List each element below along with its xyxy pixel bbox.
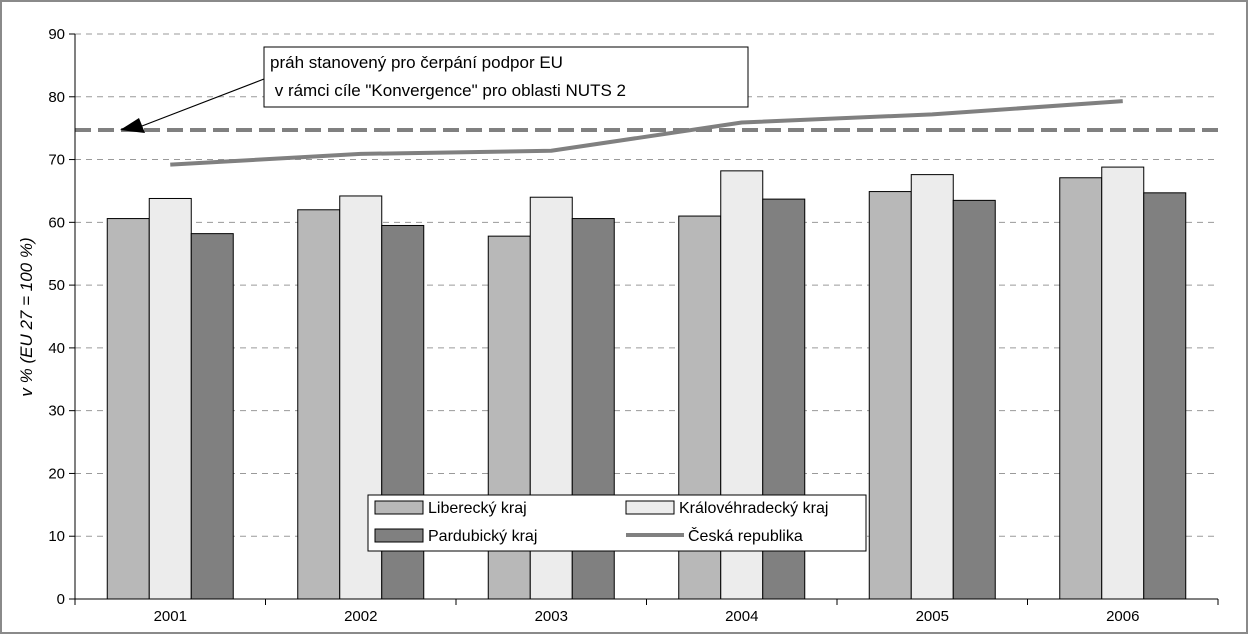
x-tick-label-2001: 2001 xyxy=(154,608,187,625)
grid-layer xyxy=(75,33,1218,537)
annotation-arrow-line xyxy=(141,78,265,127)
y-axis-label: v % (EU 27 = 100 %) xyxy=(17,237,36,396)
bar-liberecký-kraj-2002 xyxy=(297,209,341,600)
y-tick-label-50: 50 xyxy=(48,277,65,294)
x-tick-label-2004: 2004 xyxy=(725,608,758,625)
axes-layer: 0 10 20 30 40 50 60 70 80 90 2001 2002 2003 2004 2005 2… xyxy=(48,26,1219,625)
bar-pardubický-kraj-2001 xyxy=(190,233,234,600)
bars-layer xyxy=(106,166,1187,600)
bar-královéhradecký-kraj-2006 xyxy=(1101,166,1145,600)
bar-pardubický-kraj-2006 xyxy=(1143,192,1187,600)
legend-swatch-liberecky xyxy=(374,500,424,515)
y-tick-label-90: 90 xyxy=(48,26,65,43)
y-tick-label-20: 20 xyxy=(48,465,65,482)
bar-pardubický-kraj-2005 xyxy=(952,199,996,600)
y-tick-label-80: 80 xyxy=(48,89,65,106)
y-tick-label-0: 0 xyxy=(57,591,65,608)
annotation-arrow-head xyxy=(120,118,145,133)
legend-label-pardubicky: Pardubický kraj xyxy=(428,528,537,545)
bar-liberecký-kraj-2006 xyxy=(1059,177,1103,600)
y-tick-label-60: 60 xyxy=(48,214,65,231)
legend: Liberecký kraj Královéhradecký kraj Pard… xyxy=(367,494,867,552)
y-tick-label-30: 30 xyxy=(48,403,65,420)
legend-swatch-kralovehradecky xyxy=(625,500,675,515)
legend-label-cr: Česká republika xyxy=(688,526,803,545)
y-tick-label-10: 10 xyxy=(48,528,65,545)
annotation-line-1: práh stanovený pro čerpání podpor EU xyxy=(270,53,563,72)
bar-liberecký-kraj-2001 xyxy=(106,218,150,600)
series-line-ceska-republika xyxy=(170,99,1123,167)
annotation-box xyxy=(263,46,749,108)
x-tick-label-2002: 2002 xyxy=(344,608,377,625)
y-tick-label-40: 40 xyxy=(48,340,65,357)
legend-box xyxy=(367,494,867,552)
threshold-annotation: práh stanovený pro čerpání podpor EU v r… xyxy=(120,46,749,133)
x-tick-label-2003: 2003 xyxy=(535,608,568,625)
x-tick-label-2006: 2006 xyxy=(1106,608,1139,625)
bar-královéhradecký-kraj-2005 xyxy=(910,174,954,600)
annotation-line-2: v rámci cíle "Konvergence" pro oblasti N… xyxy=(270,81,626,100)
legend-label-liberecky: Liberecký kraj xyxy=(428,500,527,517)
line-layer xyxy=(75,99,1218,167)
y-tick-label-70: 70 xyxy=(48,152,65,169)
bar-liberecký-kraj-2005 xyxy=(868,191,912,600)
legend-swatch-pardubicky xyxy=(374,528,424,543)
x-tick-label-2005: 2005 xyxy=(916,608,949,625)
bar-královéhradecký-kraj-2001 xyxy=(148,197,192,600)
legend-label-kralovehradecky: Královéhradecký kraj xyxy=(679,500,828,517)
